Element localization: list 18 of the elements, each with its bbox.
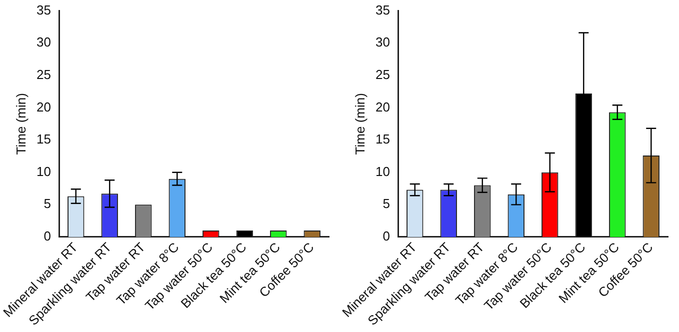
y-tick-label: 25: [36, 67, 52, 82]
y-tick-label: 0: [44, 228, 52, 244]
y-tick-label: 10: [376, 164, 390, 179]
y-tick-label: 20: [376, 99, 390, 114]
y-tick-label: 30: [376, 34, 390, 50]
y-tick-label: 15: [376, 132, 390, 147]
y-tick-label: 15: [36, 132, 52, 147]
y-tick-label: 30: [36, 34, 52, 50]
y-axis-title: Time (min): [352, 93, 368, 155]
y-tick-label: 0: [382, 228, 390, 244]
y-tick-label: 5: [382, 196, 390, 212]
y-axis-title: Time (min): [13, 93, 28, 155]
y-tick-label: 25: [376, 67, 390, 82]
y-tick-label: 20: [36, 99, 52, 114]
y-tick-label: 10: [36, 164, 52, 179]
y-tick-label: 35: [36, 2, 52, 18]
y-tick-label: 35: [376, 2, 390, 18]
y-tick-label: 5: [44, 196, 52, 212]
